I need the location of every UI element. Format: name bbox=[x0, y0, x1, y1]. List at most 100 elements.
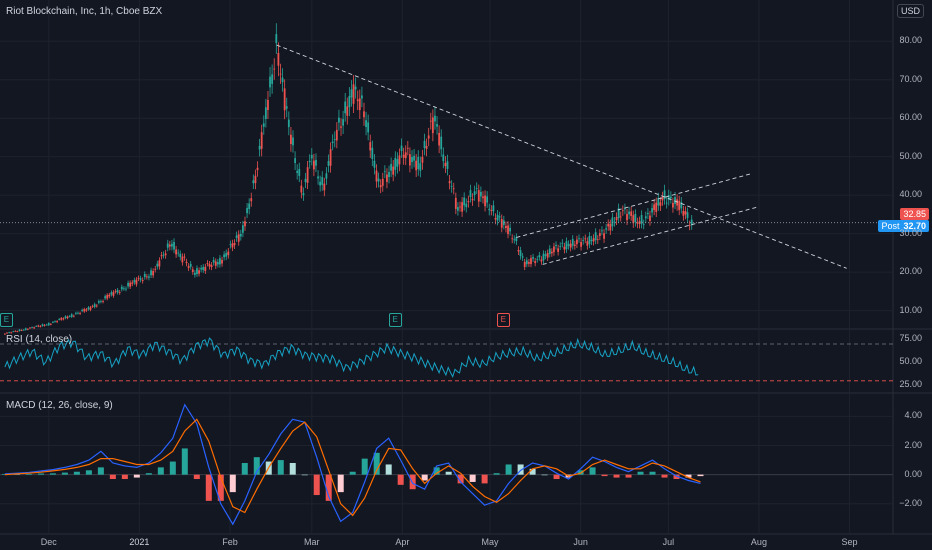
candle-body bbox=[104, 296, 107, 299]
candle-body bbox=[35, 326, 38, 327]
candle-body bbox=[415, 160, 418, 171]
macd-histogram-bar bbox=[49, 473, 56, 475]
candle-body bbox=[72, 315, 75, 317]
candle-body bbox=[429, 120, 432, 122]
candle-body bbox=[292, 137, 294, 146]
rsi-title[interactable]: RSI (14, close) bbox=[6, 334, 73, 345]
macd-line bbox=[4, 403, 701, 526]
macd-histogram-bar bbox=[145, 473, 152, 475]
candle-body bbox=[607, 223, 610, 227]
candle-body bbox=[377, 178, 380, 182]
candle-body bbox=[206, 263, 209, 264]
candle-body bbox=[611, 217, 614, 227]
candle-body bbox=[45, 324, 48, 326]
candle-body bbox=[356, 99, 359, 102]
candle-body bbox=[58, 318, 61, 320]
candle-body bbox=[536, 259, 539, 260]
candle-body bbox=[665, 202, 668, 204]
macd-histogram-bar bbox=[613, 474, 620, 478]
candle-body bbox=[239, 233, 242, 237]
candle-body bbox=[621, 210, 624, 212]
currency-selector[interactable]: USD bbox=[896, 4, 924, 18]
candle-body bbox=[626, 214, 628, 221]
macd-histogram-bar bbox=[301, 474, 308, 476]
candle-body bbox=[258, 145, 261, 150]
macd-histogram-bar bbox=[409, 474, 416, 490]
candle-body bbox=[488, 208, 491, 211]
macd-histogram-bar bbox=[493, 473, 500, 475]
earnings-event-icon[interactable]: E bbox=[0, 313, 13, 327]
candle-body bbox=[164, 253, 167, 256]
candle-body bbox=[37, 325, 40, 327]
candle-body bbox=[12, 331, 15, 333]
candle-body bbox=[181, 256, 184, 263]
candle-body bbox=[166, 243, 169, 248]
candle-body bbox=[118, 292, 121, 293]
candle-body bbox=[85, 309, 88, 311]
candle-body bbox=[688, 225, 691, 227]
macd-histogram-bar bbox=[73, 471, 80, 475]
candle-body bbox=[452, 188, 455, 190]
candle-body bbox=[459, 206, 461, 208]
candle-body bbox=[196, 268, 198, 275]
candle-body bbox=[129, 282, 132, 287]
candle-body bbox=[244, 221, 246, 227]
candle-body bbox=[596, 239, 599, 241]
candle-body bbox=[450, 186, 453, 187]
candle-body bbox=[584, 238, 587, 240]
macd-histogram-bar bbox=[589, 467, 596, 475]
candle-body bbox=[33, 327, 36, 329]
y-tick-label: 20.00 bbox=[899, 266, 922, 277]
candle-body bbox=[298, 168, 301, 176]
macd-histogram-bar bbox=[109, 474, 116, 480]
candle-body bbox=[553, 246, 555, 253]
candle-body bbox=[287, 119, 290, 128]
candle-body bbox=[260, 132, 263, 149]
candle-body bbox=[160, 255, 163, 257]
candle-body bbox=[404, 152, 407, 159]
macd-histogram-bar bbox=[661, 474, 668, 478]
x-tick-label: Apr bbox=[395, 537, 410, 547]
candle-body bbox=[49, 323, 52, 325]
candle-body bbox=[229, 244, 232, 246]
candle-body bbox=[162, 254, 165, 256]
candle-body bbox=[308, 160, 311, 163]
candle-body bbox=[158, 260, 161, 267]
candle-body bbox=[390, 163, 393, 171]
earnings-event-icon[interactable]: E bbox=[496, 313, 510, 327]
candle-body bbox=[438, 132, 441, 146]
x-tick-label: Feb bbox=[222, 537, 238, 547]
candle-body bbox=[54, 321, 56, 323]
candle-body bbox=[465, 203, 468, 208]
candle-body bbox=[8, 332, 10, 334]
candle-body bbox=[394, 157, 397, 170]
candle-body bbox=[285, 106, 288, 109]
candle-body bbox=[14, 330, 17, 332]
candle-body bbox=[135, 279, 138, 285]
macd-signal-line bbox=[4, 418, 701, 517]
macd-histogram-bar bbox=[181, 448, 188, 475]
candle-body bbox=[381, 178, 384, 186]
post-market-price: 32.70 bbox=[903, 221, 926, 231]
candle-body bbox=[171, 243, 173, 247]
candle-body bbox=[327, 161, 330, 166]
x-tick-label: 2021 bbox=[129, 537, 150, 547]
candle-body bbox=[39, 326, 42, 327]
candle-body bbox=[325, 173, 328, 179]
macd-histogram-bar bbox=[517, 464, 524, 475]
x-tick-label: Sep bbox=[841, 537, 858, 547]
candle-body bbox=[532, 257, 534, 259]
macd-histogram-bar bbox=[325, 474, 332, 501]
candle-body bbox=[79, 312, 81, 314]
candle-body bbox=[91, 306, 94, 308]
macd-histogram-bar bbox=[685, 474, 692, 478]
candle-body bbox=[323, 183, 326, 191]
candle-body bbox=[148, 276, 150, 278]
candle-body bbox=[254, 175, 257, 184]
candle-body bbox=[576, 239, 578, 245]
macd-title[interactable]: MACD (12, 26, close, 9) bbox=[6, 400, 113, 411]
y-tick-label: 30.00 bbox=[899, 227, 922, 238]
macd-histogram-bar bbox=[481, 474, 488, 484]
earnings-event-icon[interactable]: E bbox=[388, 313, 402, 327]
